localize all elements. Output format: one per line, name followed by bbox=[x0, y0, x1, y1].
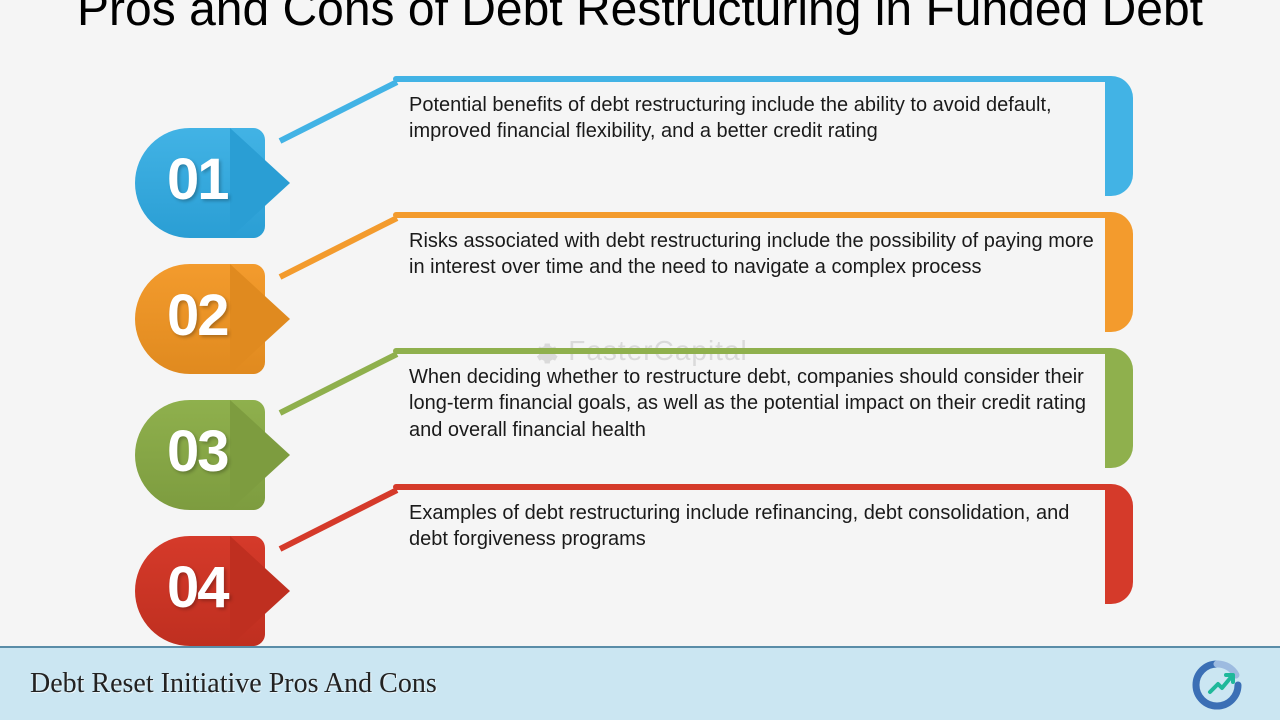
footer-title: Debt Reset Initiative Pros And Cons bbox=[30, 668, 437, 700]
item-text: Examples of debt restructuring include r… bbox=[409, 500, 1099, 553]
badge-tail bbox=[230, 400, 290, 510]
page-title: Pros and Cons of Debt Restructuring in F… bbox=[0, 0, 1280, 37]
frame-top-bar bbox=[393, 484, 1109, 490]
footer-bar: Debt Reset Initiative Pros And Cons bbox=[0, 646, 1280, 720]
item-text: Potential benefits of debt restructuring… bbox=[409, 92, 1099, 145]
frame-right-cap bbox=[1105, 348, 1133, 468]
badge-number: 03 bbox=[167, 418, 228, 485]
badge-tail bbox=[230, 536, 290, 646]
connector-line bbox=[279, 487, 399, 551]
number-badge: 02 bbox=[135, 264, 295, 374]
brand-logo-icon bbox=[1192, 660, 1242, 710]
frame-top-bar bbox=[393, 348, 1109, 354]
frame-right-cap bbox=[1105, 484, 1133, 604]
badge-tail bbox=[230, 264, 290, 374]
infographic-item: 01 Potential benefits of debt restructuri… bbox=[135, 76, 1140, 212]
frame-top-bar bbox=[393, 212, 1109, 218]
badge-number: 01 bbox=[167, 146, 228, 213]
badge-tail bbox=[230, 128, 290, 238]
items-container: 01 Potential benefits of debt restructuri… bbox=[135, 76, 1140, 620]
item-text: When deciding whether to restructure deb… bbox=[409, 364, 1099, 443]
number-badge: 04 bbox=[135, 536, 295, 646]
infographic-canvas: Pros and Cons of Debt Restructuring in F… bbox=[0, 0, 1280, 646]
item-text: Risks associated with debt restructuring… bbox=[409, 228, 1099, 281]
badge-number: 04 bbox=[167, 554, 228, 621]
connector-line bbox=[279, 215, 399, 279]
badge-number: 02 bbox=[167, 282, 228, 349]
number-badge: 01 bbox=[135, 128, 295, 238]
frame-right-cap bbox=[1105, 212, 1133, 332]
connector-line bbox=[279, 79, 399, 143]
frame-top-bar bbox=[393, 76, 1109, 82]
number-badge: 03 bbox=[135, 400, 295, 510]
frame-right-cap bbox=[1105, 76, 1133, 196]
connector-line bbox=[279, 351, 399, 415]
